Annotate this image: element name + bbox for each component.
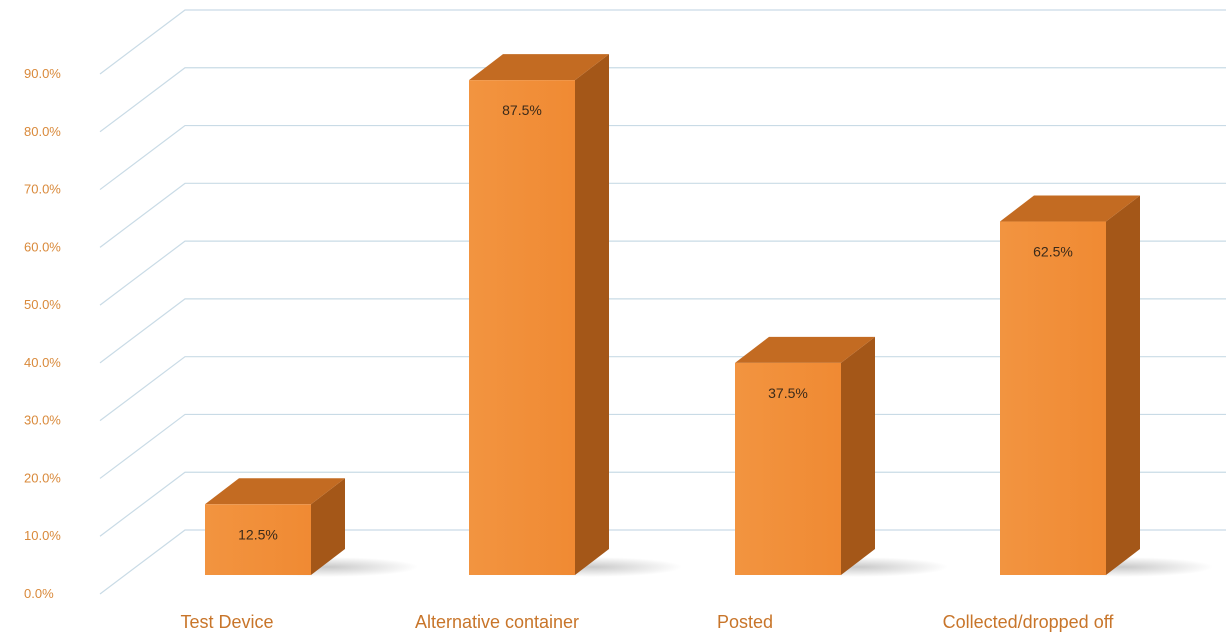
bar-front (469, 80, 575, 575)
bar: 62.5% (1000, 195, 1214, 577)
y-tick-label: 30.0% (24, 413, 61, 428)
gridline (99, 240, 1226, 306)
bar-side (841, 336, 875, 575)
y-tick-label: 80.0% (24, 124, 61, 139)
y-tick-label: 70.0% (24, 182, 61, 197)
data-label: 87.5% (502, 102, 542, 118)
bar-side (311, 478, 345, 575)
gridline (99, 356, 1226, 422)
x-category-label: Collected/dropped off (943, 612, 1115, 632)
data-label: 37.5% (768, 385, 808, 401)
y-tick-label: 50.0% (24, 297, 61, 312)
x-axis-labels: Test Device Alternative container Posted Co… (180, 612, 1114, 632)
bar: 87.5% (469, 54, 683, 577)
y-tick-label: 90.0% (24, 66, 61, 81)
bar-side (1106, 195, 1140, 575)
bars: 12.5% 87.5% 37.5% 62.5% (205, 54, 1214, 577)
gridlines (99, 9, 1226, 595)
bar-top (1000, 195, 1140, 222)
bar-front (205, 504, 311, 575)
y-tick-label: 0.0% (24, 586, 54, 601)
y-tick-label: 20.0% (24, 470, 61, 485)
bar-side (575, 54, 609, 575)
gridline (99, 67, 1226, 133)
bar-top (469, 54, 609, 81)
gridline (99, 9, 1226, 75)
bar-front (1000, 221, 1106, 575)
data-label: 12.5% (238, 526, 278, 542)
bar-front (735, 362, 841, 575)
y-tick-label: 10.0% (24, 528, 61, 543)
data-label: 62.5% (1033, 244, 1073, 260)
bar-top (735, 336, 875, 363)
gridline (99, 413, 1226, 479)
bar: 37.5% (735, 336, 949, 577)
bar: 12.5% (205, 478, 419, 577)
gridline (99, 182, 1226, 248)
x-category-label: Alternative container (415, 612, 579, 632)
x-category-label: Test Device (180, 612, 273, 632)
bar-top (205, 478, 345, 505)
gridline (99, 124, 1226, 191)
gridline (99, 298, 1226, 364)
y-tick-label: 60.0% (24, 239, 61, 254)
gridline (99, 529, 1226, 595)
gridline (99, 471, 1226, 537)
y-tick-label: 40.0% (24, 355, 61, 370)
x-category-label: Posted (717, 612, 773, 632)
y-axis-ticks: 0.0% 10.0% 20.0% 30.0% 40.0% 50.0% 60.0% 70.0% 8… (24, 66, 61, 601)
